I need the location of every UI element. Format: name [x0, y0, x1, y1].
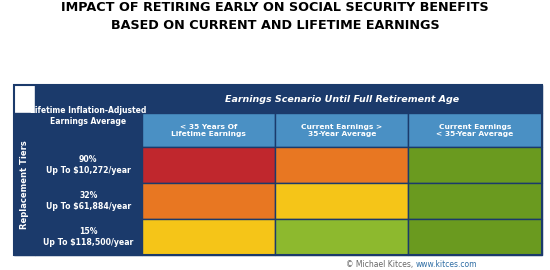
Bar — [142, 219, 275, 255]
Bar — [35, 183, 142, 219]
Text: IMPACT OF RETIRING EARLY ON SOCIAL SECURITY BENEFITS: IMPACT OF RETIRING EARLY ON SOCIAL SECUR… — [61, 1, 489, 14]
Bar — [142, 183, 275, 219]
Bar — [275, 113, 409, 147]
Bar — [35, 219, 142, 255]
Text: BASED ON CURRENT AND LIFETIME EARNINGS: BASED ON CURRENT AND LIFETIME EARNINGS — [111, 19, 439, 32]
Bar — [409, 113, 542, 147]
Bar — [409, 183, 542, 219]
Text: Earnings Scenario Until Full Retirement Age: Earnings Scenario Until Full Retirement … — [225, 95, 459, 104]
Text: < 35 Years Of
Lifetime Earnings: < 35 Years Of Lifetime Earnings — [171, 124, 246, 137]
Bar — [14, 113, 35, 255]
Bar — [275, 183, 409, 219]
Bar — [409, 147, 542, 183]
Bar — [142, 147, 275, 183]
Bar — [275, 147, 409, 183]
Bar — [275, 219, 409, 255]
Bar — [142, 85, 542, 113]
Bar — [409, 219, 542, 255]
Text: © Michael Kitces,: © Michael Kitces, — [346, 260, 414, 269]
Text: www.kitces.com: www.kitces.com — [415, 260, 477, 269]
Text: 32%
Up To $61,884/year: 32% Up To $61,884/year — [46, 191, 131, 211]
Text: Current Earnings
< 35-Year Average: Current Earnings < 35-Year Average — [437, 124, 514, 137]
Bar — [35, 85, 142, 147]
Bar — [142, 113, 275, 147]
Bar — [14, 85, 542, 255]
Bar — [35, 147, 142, 183]
Text: 90%
Up To $10,272/year: 90% Up To $10,272/year — [46, 156, 131, 175]
Text: Current Earnings >
35-Year Average: Current Earnings > 35-Year Average — [301, 124, 382, 137]
Text: 15%
Up To $118,500/year: 15% Up To $118,500/year — [43, 227, 134, 247]
Text: Lifetime Inflation-Adjusted
Earnings Average: Lifetime Inflation-Adjusted Earnings Ave… — [30, 106, 146, 126]
Text: Replacement Tiers: Replacement Tiers — [20, 140, 29, 229]
